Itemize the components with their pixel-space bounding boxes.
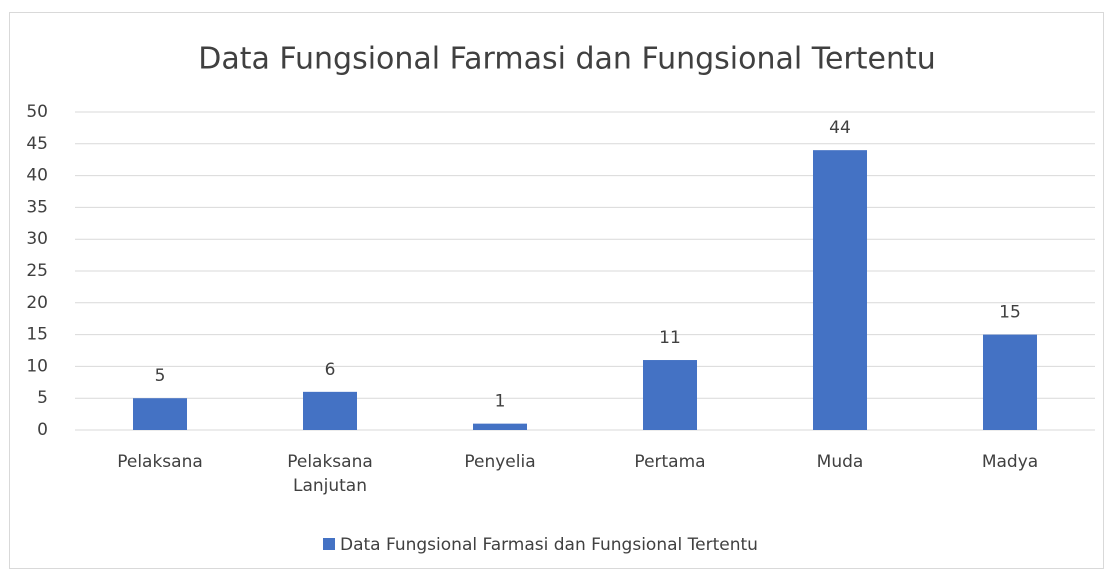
y-tick-label: 40 [26, 166, 48, 186]
bar [133, 398, 187, 430]
chart-border [9, 12, 1104, 569]
y-tick-label: 15 [26, 325, 48, 345]
legend-swatch [323, 538, 335, 550]
bar [983, 334, 1037, 430]
y-tick-label: 0 [37, 420, 48, 440]
bar [303, 391, 357, 430]
x-tick-label: Penyelia [464, 452, 536, 472]
x-tick-label: Pertama [634, 452, 706, 472]
data-label: 6 [325, 360, 336, 380]
data-label: 1 [495, 392, 506, 412]
y-tick-label: 5 [37, 388, 48, 408]
bar [813, 150, 867, 430]
data-label: 15 [999, 303, 1021, 323]
x-tick-label: Muda [816, 452, 864, 472]
bar [473, 423, 527, 430]
y-tick-label: 20 [26, 293, 48, 313]
y-tick-label: 30 [26, 229, 48, 249]
chart-title: Data Fungsional Farmasi dan Fungsional T… [198, 42, 936, 77]
data-label: 11 [659, 328, 681, 348]
y-tick-label: 10 [26, 356, 48, 376]
legend-label: Data Fungsional Farmasi dan Fungsional T… [340, 535, 758, 555]
bar [643, 360, 697, 430]
y-tick-label: 25 [26, 261, 48, 281]
data-label: 5 [155, 366, 166, 386]
x-tick-label: Pelaksana Lanjutan [287, 452, 373, 496]
y-tick-label: 35 [26, 197, 48, 217]
x-tick-label: Madya [981, 452, 1039, 472]
data-label: 44 [829, 118, 851, 138]
y-tick-label: 45 [26, 134, 48, 154]
y-tick-label: 50 [26, 102, 48, 122]
x-tick-label: Pelaksana [117, 452, 203, 472]
